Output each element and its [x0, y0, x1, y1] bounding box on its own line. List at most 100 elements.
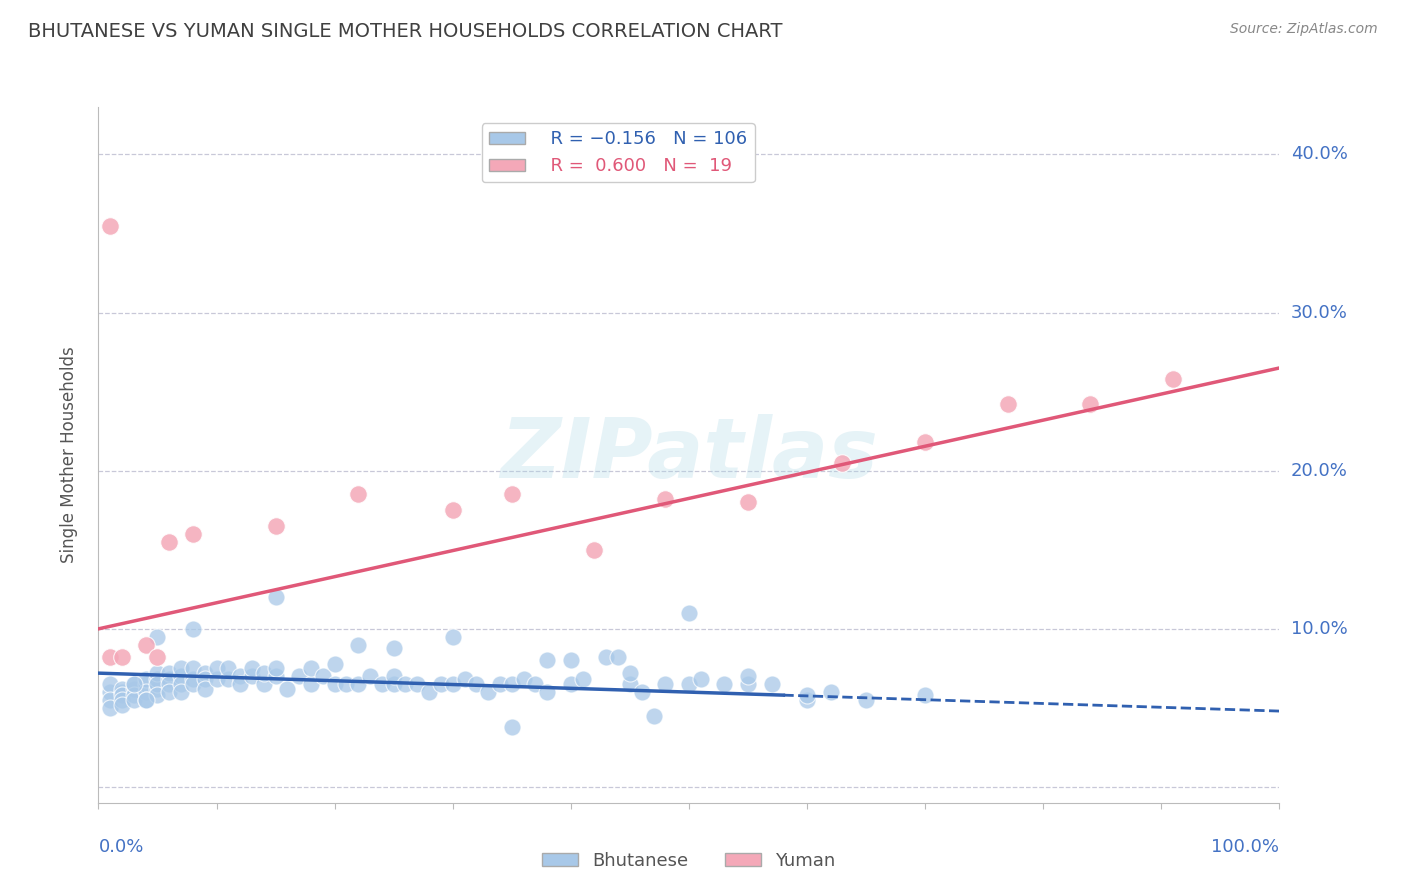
Point: [654, 492, 676, 507]
Point: [323, 677, 346, 691]
Point: [170, 677, 193, 691]
Point: [1080, 397, 1102, 411]
Point: [406, 677, 429, 691]
Point: [217, 673, 239, 687]
Point: [146, 677, 169, 691]
Point: [501, 487, 523, 501]
Point: [98, 219, 121, 233]
Point: [205, 673, 228, 687]
Point: [217, 661, 239, 675]
Point: [536, 685, 558, 699]
Point: [441, 677, 464, 691]
Point: [536, 653, 558, 667]
Point: [264, 591, 287, 605]
Point: [194, 681, 217, 696]
Point: [761, 677, 783, 691]
Point: [571, 673, 593, 687]
Point: [441, 630, 464, 644]
Point: [111, 685, 134, 699]
Point: [323, 657, 346, 671]
Point: [914, 688, 936, 702]
Point: [157, 677, 180, 691]
Point: [146, 666, 169, 681]
Point: [135, 673, 157, 687]
Point: [98, 693, 121, 707]
Point: [820, 685, 842, 699]
Point: [135, 677, 157, 691]
Point: [382, 677, 405, 691]
Point: [678, 677, 700, 691]
Point: [796, 688, 818, 702]
Point: [181, 527, 204, 541]
Point: [122, 688, 145, 702]
Point: [607, 650, 630, 665]
Point: [205, 661, 228, 675]
Point: [240, 661, 263, 675]
Point: [157, 673, 180, 687]
Point: [288, 669, 311, 683]
Point: [122, 677, 145, 691]
Point: [796, 693, 818, 707]
Point: [157, 666, 180, 681]
Point: [146, 688, 169, 702]
Point: [264, 669, 287, 683]
Point: [276, 681, 298, 696]
Point: [654, 677, 676, 691]
Text: 10.0%: 10.0%: [1291, 620, 1347, 638]
Point: [146, 650, 169, 665]
Text: 20.0%: 20.0%: [1291, 462, 1347, 480]
Point: [98, 677, 121, 691]
Point: [122, 693, 145, 707]
Point: [465, 677, 488, 691]
Point: [264, 661, 287, 675]
Text: 40.0%: 40.0%: [1291, 145, 1347, 163]
Text: Source: ZipAtlas.com: Source: ZipAtlas.com: [1230, 22, 1378, 37]
Point: [489, 677, 512, 691]
Point: [1161, 372, 1184, 386]
Point: [347, 487, 370, 501]
Point: [394, 677, 416, 691]
Point: [240, 669, 263, 683]
Point: [347, 638, 370, 652]
Point: [418, 685, 440, 699]
Point: [181, 677, 204, 691]
Point: [595, 650, 617, 665]
Point: [253, 666, 276, 681]
Point: [135, 638, 157, 652]
Point: [382, 640, 405, 655]
Point: [264, 519, 287, 533]
Point: [194, 666, 217, 681]
Point: [122, 677, 145, 691]
Point: [194, 673, 217, 687]
Point: [583, 542, 606, 557]
Point: [253, 677, 276, 691]
Text: 100.0%: 100.0%: [1212, 838, 1279, 855]
Point: [359, 669, 381, 683]
Point: [737, 495, 759, 509]
Point: [335, 677, 357, 691]
Point: [914, 435, 936, 450]
Point: [371, 677, 394, 691]
Point: [170, 661, 193, 675]
Point: [713, 677, 735, 691]
Point: [477, 685, 499, 699]
Point: [997, 397, 1019, 411]
Point: [181, 661, 204, 675]
Text: 0.0%: 0.0%: [98, 838, 143, 855]
Point: [111, 693, 134, 707]
Point: [501, 720, 523, 734]
Point: [122, 681, 145, 696]
Point: [619, 677, 641, 691]
Point: [347, 677, 370, 691]
Point: [111, 698, 134, 712]
Point: [111, 681, 134, 696]
Point: [299, 661, 322, 675]
Point: [229, 669, 252, 683]
Point: [170, 685, 193, 699]
Point: [430, 677, 453, 691]
Point: [135, 693, 157, 707]
Point: [560, 677, 582, 691]
Point: [111, 650, 134, 665]
Y-axis label: Single Mother Households: Single Mother Households: [59, 347, 77, 563]
Point: [831, 456, 853, 470]
